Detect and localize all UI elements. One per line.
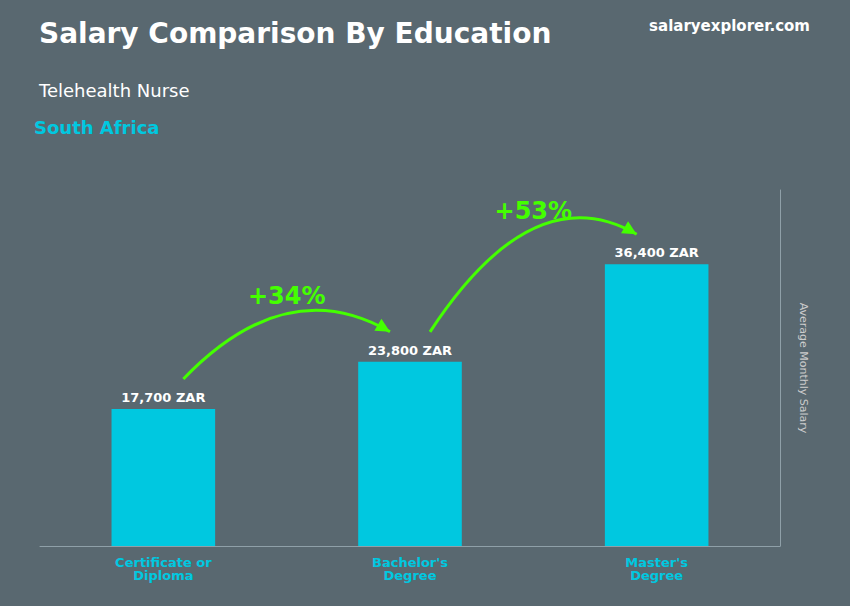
svg-text:Certificate or: Certificate or — [115, 555, 212, 570]
svg-text:Salary Comparison By Education: Salary Comparison By Education — [39, 17, 551, 50]
svg-text:17,700 ZAR: 17,700 ZAR — [121, 390, 205, 405]
svg-text:23,800 ZAR: 23,800 ZAR — [368, 343, 452, 358]
svg-text:Telehealth Nurse: Telehealth Nurse — [38, 80, 190, 101]
svg-text:Bachelor's: Bachelor's — [372, 555, 448, 570]
svg-text:Average Monthly Salary: Average Monthly Salary — [797, 303, 810, 434]
svg-text:+34%: +34% — [248, 282, 326, 310]
svg-text:Degree: Degree — [384, 568, 437, 583]
svg-text:+53%: +53% — [495, 197, 573, 225]
svg-text:Degree: Degree — [630, 568, 683, 583]
svg-text:Diploma: Diploma — [133, 568, 193, 583]
svg-text:36,400 ZAR: 36,400 ZAR — [615, 245, 699, 260]
svg-text:Master's: Master's — [625, 555, 688, 570]
svg-text:South Africa: South Africa — [34, 117, 159, 138]
svg-text:salaryexplorer.com: salaryexplorer.com — [649, 17, 810, 35]
